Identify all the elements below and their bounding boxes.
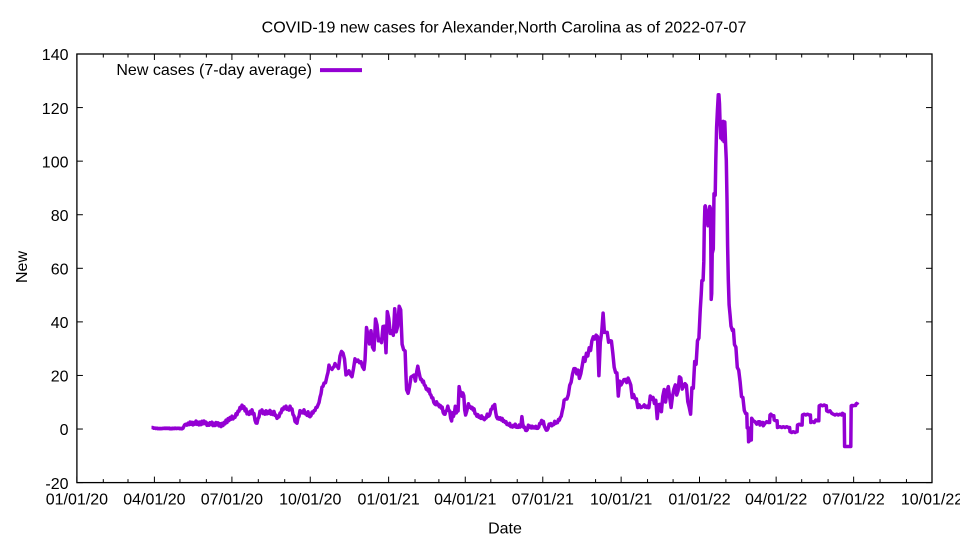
svg-text:-20: -20 xyxy=(45,476,68,493)
svg-text:New cases (7-day average): New cases (7-day average) xyxy=(116,62,312,79)
svg-text:07/01/21: 07/01/21 xyxy=(512,492,574,509)
svg-text:New: New xyxy=(14,251,31,283)
svg-text:20: 20 xyxy=(51,369,69,386)
svg-text:COVID-19 new cases for Alexand: COVID-19 new cases for Alexander,North C… xyxy=(262,19,747,36)
svg-text:0: 0 xyxy=(60,422,69,439)
svg-text:80: 80 xyxy=(51,208,69,225)
svg-text:Date: Date xyxy=(488,520,522,537)
svg-text:10/01/22: 10/01/22 xyxy=(901,492,960,509)
svg-text:01/01/22: 01/01/22 xyxy=(668,492,730,509)
svg-text:120: 120 xyxy=(42,101,69,118)
svg-text:60: 60 xyxy=(51,262,69,279)
svg-text:100: 100 xyxy=(42,154,69,171)
svg-text:04/01/20: 04/01/20 xyxy=(123,492,185,509)
svg-text:07/01/20: 07/01/20 xyxy=(201,492,263,509)
svg-text:140: 140 xyxy=(42,47,69,64)
svg-text:04/01/21: 04/01/21 xyxy=(434,492,496,509)
svg-text:10/01/21: 10/01/21 xyxy=(590,492,652,509)
svg-text:40: 40 xyxy=(51,315,69,332)
svg-text:07/01/22: 07/01/22 xyxy=(822,492,884,509)
svg-text:01/01/21: 01/01/21 xyxy=(357,492,419,509)
svg-text:10/01/20: 10/01/20 xyxy=(279,492,341,509)
svg-text:01/01/20: 01/01/20 xyxy=(46,492,108,509)
svg-text:04/01/22: 04/01/22 xyxy=(745,492,807,509)
